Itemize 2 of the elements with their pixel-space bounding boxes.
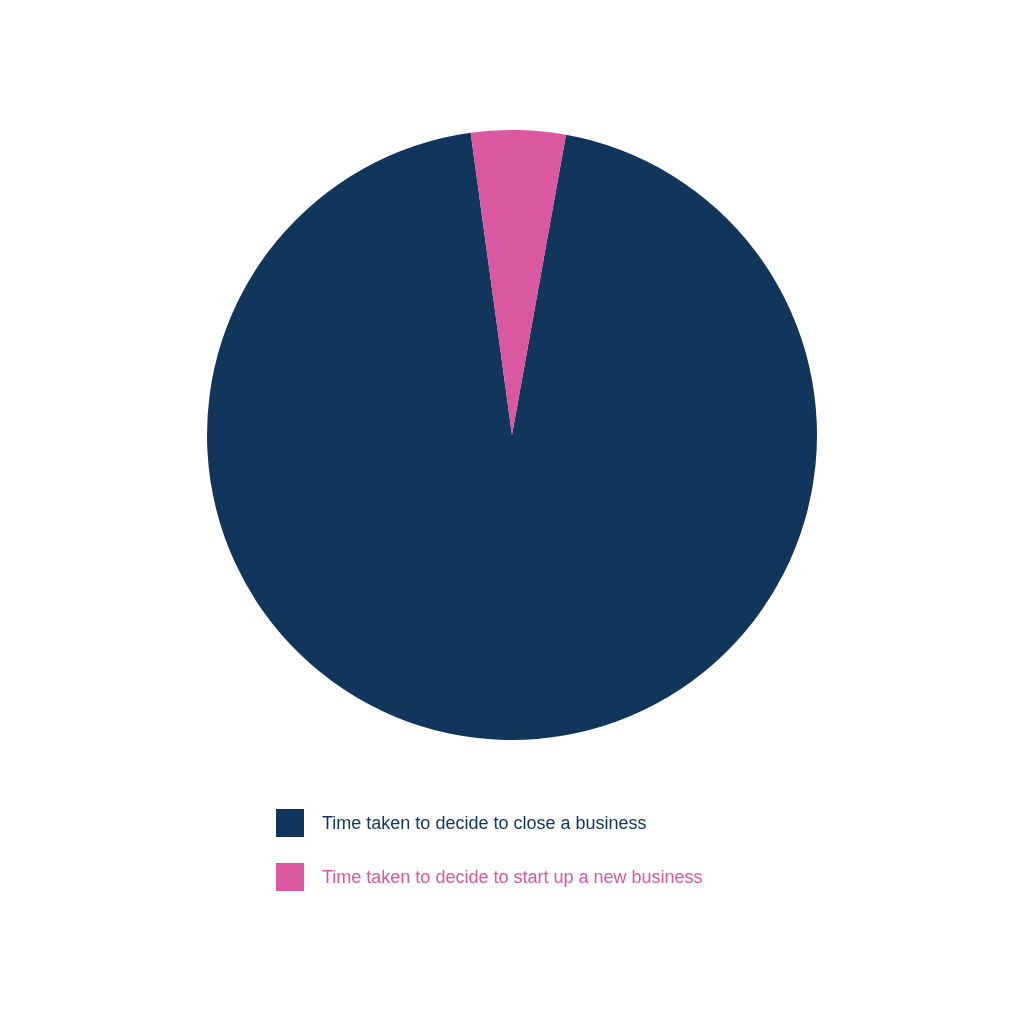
legend-label: Time taken to decide to start up a new business — [322, 866, 703, 888]
legend-label: Time taken to decide to close a business — [322, 812, 647, 834]
